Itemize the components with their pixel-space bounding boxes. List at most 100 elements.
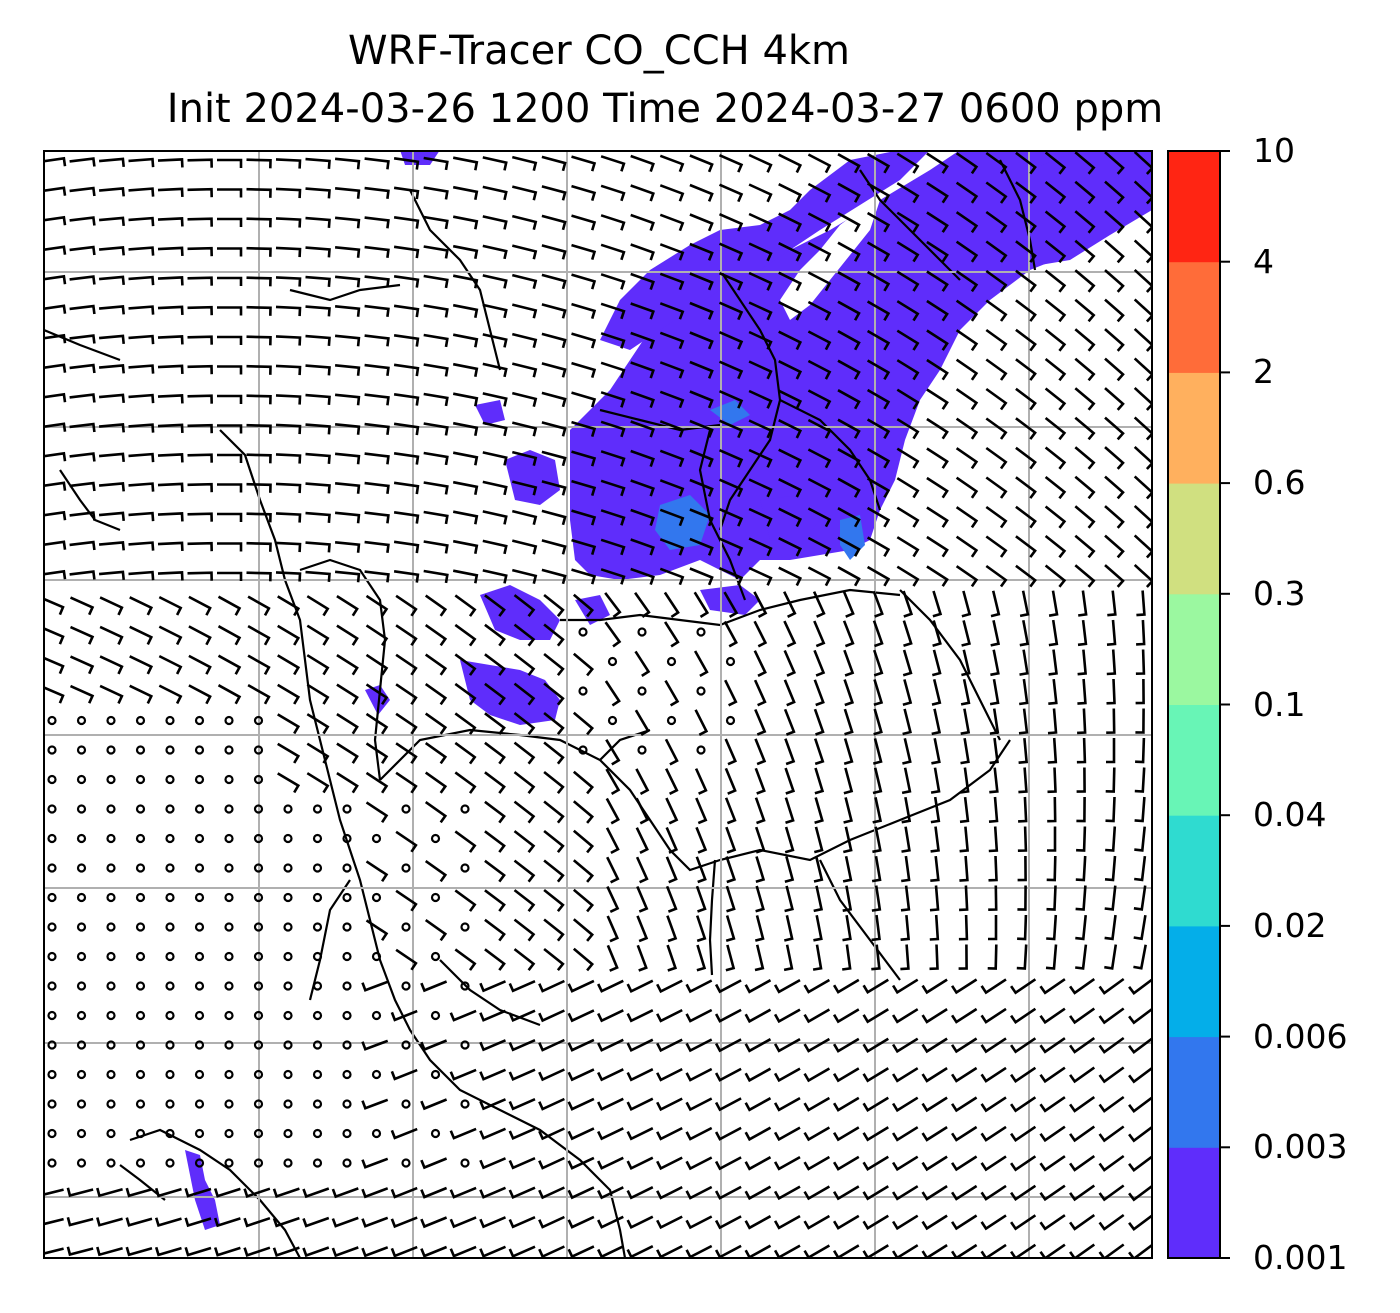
wind-barb: [896, 359, 920, 381]
wind-barb: [866, 447, 891, 469]
wind-barb: [361, 1098, 389, 1110]
wind-barb: [331, 1216, 359, 1228]
wind-barb: [778, 153, 803, 174]
wind-barb: [44, 186, 67, 196]
wind-barb: [630, 184, 655, 202]
wind-barb: [600, 184, 626, 202]
wind-barb: [1010, 1037, 1037, 1054]
wind-barb: [724, 738, 738, 766]
wind-barb: [423, 569, 449, 584]
wind-barb: [1135, 737, 1146, 764]
wind-barb: [484, 623, 506, 647]
calm-wind-marker: [342, 892, 352, 903]
wind-barb: [635, 768, 650, 796]
wind-barb: [689, 449, 714, 468]
wind-barb: [187, 158, 213, 168]
coastline-segment: [308, 879, 351, 1001]
wind-barb: [685, 1215, 713, 1230]
wind-barb: [1044, 505, 1067, 529]
wind-barb: [813, 620, 826, 648]
calm-wind-marker: [283, 1099, 293, 1109]
wind-barb: [449, 1216, 477, 1229]
wind-barb: [571, 450, 597, 467]
wind-barb: [951, 1155, 978, 1172]
wind-barb: [1039, 978, 1066, 995]
wind-barb: [987, 944, 998, 970]
wind-barb: [393, 157, 420, 170]
wind-barb: [1047, 708, 1058, 735]
wind-barb: [980, 1243, 1007, 1258]
wind-barb: [449, 1186, 477, 1199]
wind-barb: [513, 771, 536, 794]
wind-barb: [951, 1125, 978, 1142]
wind-barb: [807, 153, 832, 174]
wind-barb: [449, 1245, 477, 1258]
wind-barb: [187, 541, 213, 552]
wind-barb: [873, 708, 883, 736]
wind-barb: [597, 1097, 624, 1111]
wind-barb: [1104, 298, 1125, 323]
plume-region: [365, 685, 390, 715]
calm-wind-marker: [253, 1069, 264, 1080]
wind-barb: [606, 944, 619, 972]
wind-barb: [98, 393, 125, 404]
calm-wind-marker: [430, 951, 441, 962]
wind-barb: [187, 482, 213, 493]
wind-barb: [843, 649, 855, 677]
wind-barb: [1076, 737, 1087, 764]
wind-barb: [714, 1038, 742, 1053]
wind-barb: [807, 418, 832, 439]
wind-barb: [659, 331, 685, 350]
wind-barb: [482, 569, 508, 584]
wind-barb: [630, 508, 655, 527]
wind-barb: [665, 856, 678, 884]
wind-barb: [395, 742, 418, 765]
wind-barb: [452, 244, 479, 259]
calm-wind-marker: [371, 1128, 382, 1139]
wind-barb: [69, 186, 96, 197]
wind-barb: [636, 944, 648, 972]
wind-barb: [843, 826, 853, 854]
calm-wind-marker: [666, 715, 677, 726]
wind-barb: [541, 362, 567, 378]
wind-barb: [1128, 978, 1152, 996]
wind-barb: [1069, 978, 1096, 995]
wind-barb: [305, 541, 331, 553]
wind-barb: [571, 214, 597, 231]
colorbar-segment: [1168, 151, 1220, 263]
coastline-segment: [289, 283, 401, 302]
plume-region: [185, 1150, 220, 1230]
calm-wind-marker: [224, 1069, 234, 1080]
wind-barb: [837, 153, 861, 174]
wind-barb: [1044, 475, 1067, 500]
wind-barb: [753, 620, 768, 648]
wind-barb: [69, 334, 96, 344]
wind-barb: [513, 859, 536, 883]
wind-barb: [689, 183, 714, 202]
calm-wind-marker: [283, 804, 293, 814]
wind-barb: [980, 1184, 1007, 1201]
wind-barb: [154, 1217, 182, 1228]
wind-barb: [393, 245, 420, 259]
wind-barb: [364, 570, 390, 583]
calm-wind-marker: [106, 863, 116, 873]
calm-wind-marker: [342, 1010, 352, 1021]
wind-barb: [543, 711, 565, 736]
wind-barb: [921, 1126, 948, 1142]
wind-barb: [511, 303, 538, 319]
wind-barb: [243, 1187, 271, 1198]
colorbar-tick-label: 0.02: [1253, 905, 1327, 945]
wind-barb: [659, 508, 685, 527]
wind-barb: [508, 1186, 536, 1200]
wind-barb: [157, 423, 184, 433]
calm-wind-marker: [135, 1040, 146, 1050]
wind-barb: [1133, 914, 1147, 941]
wind-barb: [659, 479, 685, 497]
calm-wind-marker: [312, 981, 323, 991]
wind-barb: [872, 738, 883, 765]
calm-wind-marker: [47, 1010, 57, 1021]
wind-barb: [395, 830, 418, 853]
wind-barb: [305, 334, 331, 346]
wind-barb: [44, 510, 67, 521]
wind-barb: [980, 1125, 1007, 1142]
